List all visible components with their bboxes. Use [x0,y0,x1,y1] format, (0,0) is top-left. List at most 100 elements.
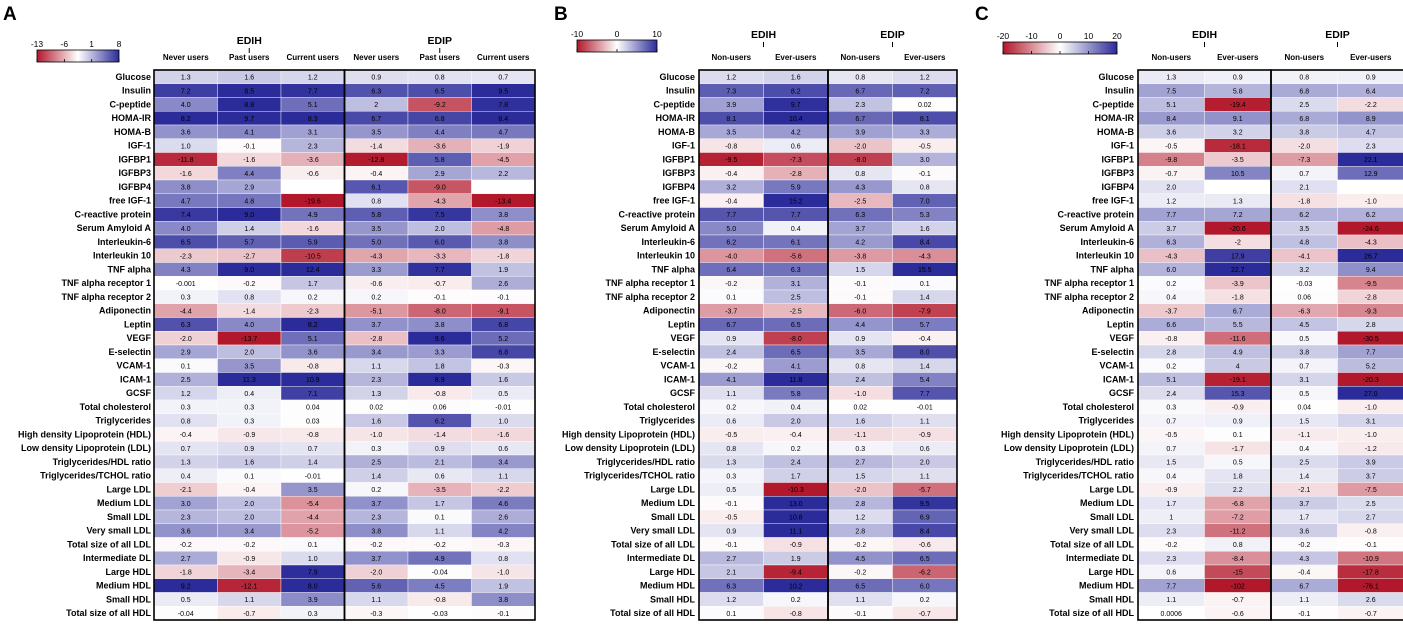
cell-label-b-7-0: -0.4 [725,171,737,178]
cell-label-b-18-1: 6.5 [791,322,801,329]
cell-label-a-1-2: 7.7 [308,88,318,95]
cell-label-c-11-3: -24.6 [1363,226,1379,233]
cell-label-a-14-1: 9.0 [244,267,254,274]
row-label-a-31: Medium LDL [97,498,151,508]
cell-label-b-17-1: -2.5 [790,308,802,315]
cell-label-c-26-2: -1.1 [1298,432,1310,439]
cell-label-c-5-1: -18.1 [1230,143,1246,150]
cell-label-a-24-0: 0.3 [181,405,191,412]
cell-label-a-27-5: 0.6 [498,446,508,453]
cell-label-c-12-2: 4.8 [1299,240,1309,247]
cell-label-c-25-0: 0.7 [1166,418,1176,425]
cell-label-b-18-2: 4.4 [855,322,865,329]
row-label-a-16: TNF alpha receptor 2 [61,292,151,302]
row-label-a-12: Interleukin-6 [97,237,151,247]
row-label-b-28: Triglycerides/HDL ratio [597,457,696,467]
cell-label-c-5-3: 2.3 [1366,143,1376,150]
cell-label-a-24-3: 0.02 [369,405,383,412]
cell-label-a-21-5: -0.3 [497,363,509,370]
group-header-b-edih: EDIH [751,29,776,41]
cell-label-a-19-5: 5.2 [498,336,508,343]
cell-label-a-5-5: -1.9 [497,143,509,150]
cell-label-a-33-1: 3.4 [244,528,254,535]
row-label-c-4: HOMA-B [1097,127,1134,137]
cell-label-a-38-4: -0.8 [434,597,446,604]
cell-label-a-30-5: -2.2 [497,487,509,494]
row-label-a-2: C-peptide [110,99,152,109]
row-label-a-20: E-selectin [108,347,151,357]
group-header-c-edip: EDIP [1325,29,1350,41]
column-header-c-1: Ever-users [1217,53,1259,62]
cell-label-c-4-1: 3.2 [1233,130,1243,137]
cell-label-c-18-1: 5.5 [1233,322,1243,329]
column-header-c-3: Ever-users [1350,53,1392,62]
cell-label-b-12-0: 6.2 [726,240,736,247]
row-label-c-24: Total cholesterol [1063,402,1134,412]
cell-label-c-10-0: 7.7 [1166,212,1176,219]
cell-label-a-21-1: 3.5 [244,363,254,370]
cell-label-c-20-0: 2.8 [1166,350,1176,357]
cell-label-c-31-0: 1.7 [1166,501,1176,508]
cell-label-a-23-4: -0.8 [434,391,446,398]
cell-label-a-34-1: -0.2 [243,542,255,549]
cell-label-c-37-1: -102 [1231,583,1245,590]
cell-label-a-28-4: 2.1 [435,460,445,467]
cell-label-b-25-0: 0.6 [726,418,736,425]
cell-label-a-9-0: 4.7 [181,198,191,205]
cell-label-c-24-0: 0.3 [1166,405,1176,412]
cell-label-c-31-1: -6.8 [1232,501,1244,508]
cell-label-a-25-0: 0.8 [181,418,191,425]
cell-label-b-7-1: -2.8 [790,171,802,178]
cell-label-b-5-0: -0.8 [725,143,737,150]
cell-label-b-37-2: 6.5 [855,583,865,590]
column-header-c-0: Non-users [1151,53,1191,62]
cell-label-a-16-3: 0.2 [371,295,381,302]
colorbar-tick-c-1: -10 [1025,31,1038,41]
cell-label-c-31-3: 2.5 [1366,501,1376,508]
row-label-a-22: ICAM-1 [120,374,151,384]
cell-label-b-23-2: -1.0 [854,391,866,398]
cell-label-a-18-0: 6.3 [181,322,191,329]
row-label-c-17: Adiponectin [1082,306,1134,316]
cell-label-b-10-3: 5.3 [920,212,930,219]
cell-label-a-25-1: 0.3 [244,418,254,425]
cell-label-a-16-5: -0.1 [497,295,509,302]
cell-label-a-7-5: 2.2 [498,171,508,178]
cell-label-b-8-3: 0.8 [920,185,930,192]
cell-label-b-24-3: -0.01 [917,405,933,412]
colorbar-tick-a-1: -6 [61,39,69,49]
row-label-a-14: TNF alpha [107,264,151,274]
cell-label-c-2-0: 5.1 [1166,102,1176,109]
cell-label-c-9-1: 1.3 [1233,198,1243,205]
cell-label-a-5-1: -0.1 [243,143,255,150]
row-label-b-0: Glucose [659,72,695,82]
cell-label-b-2-0: 3.9 [726,102,736,109]
cell-label-b-25-1: 2.0 [791,418,801,425]
cell-label-c-36-1: -15 [1233,570,1243,577]
cell-label-b-28-0: 1.3 [726,460,736,467]
cell-label-c-28-1: 0.5 [1233,460,1243,467]
cell-label-b-3-1: 10.4 [789,116,803,123]
cell-label-b-36-2: -0.2 [854,570,866,577]
cell-label-c-37-0: 7.7 [1166,583,1176,590]
cell-label-b-17-0: -3.7 [725,308,737,315]
row-label-a-13: Interleukin 10 [93,251,151,261]
cell-label-a-30-2: 3.5 [308,487,318,494]
group-header-a-edih: EDIH [237,35,262,47]
cell-label-a-14-3: 3.3 [371,267,381,274]
cell-label-b-4-2: 3.9 [855,130,865,137]
cell-label-a-4-5: 4.7 [498,130,508,137]
cell-label-c-6-2: -7.3 [1298,157,1310,164]
cell-label-b-30-1: -10.3 [788,487,804,494]
row-label-a-4: HOMA-B [114,127,151,137]
cell-label-c-24-2: 0.04 [1297,405,1311,412]
row-label-b-26: High density Lipoprotein (HDL) [562,429,695,439]
row-label-a-37: Medium HDL [96,581,152,591]
cell-label-b-2-2: 2.3 [855,102,865,109]
cell-label-a-31-2: -5.4 [307,501,319,508]
cell-label-a-22-4: 8.9 [435,377,445,384]
panel-label-c: C [975,4,989,25]
cell-label-a-21-4: 1.8 [435,363,445,370]
row-label-b-10: C-reactive protein [618,209,695,219]
cell-label-c-19-2: 0.5 [1299,336,1309,343]
